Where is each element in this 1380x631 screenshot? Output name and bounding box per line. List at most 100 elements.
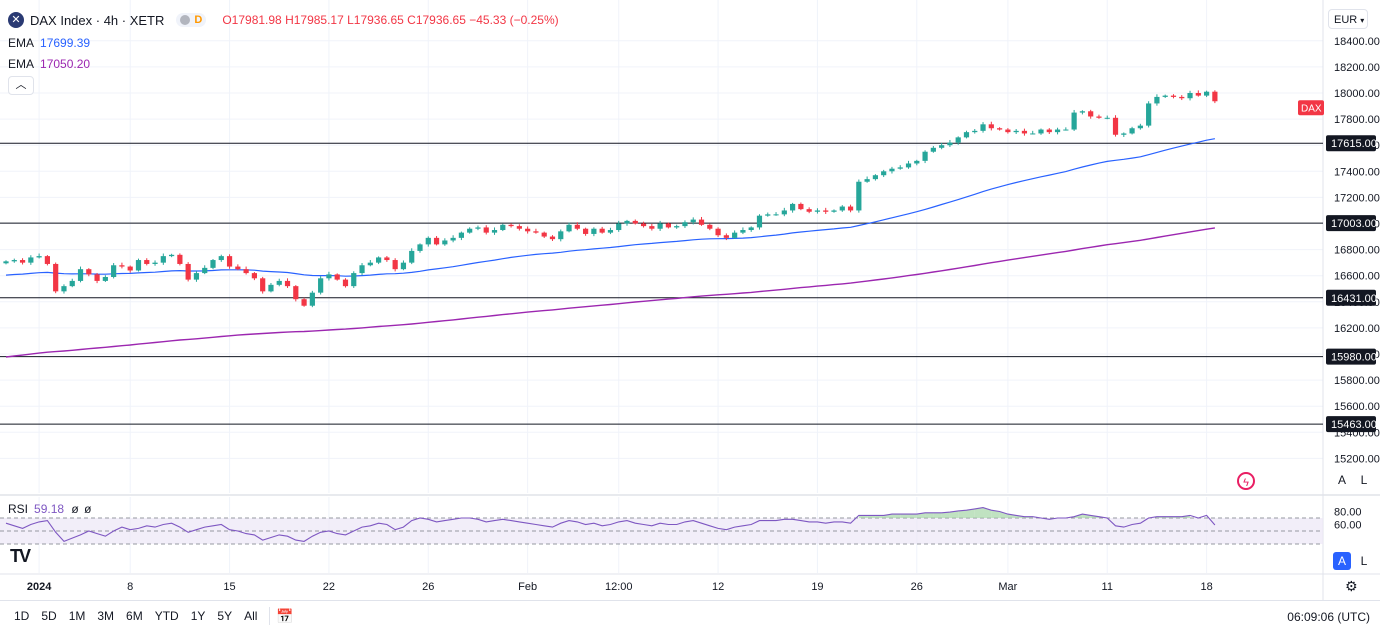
candle-body — [392, 260, 398, 270]
candles[interactable] — [3, 90, 1218, 308]
calendar-goto-icon[interactable]: 📅 — [276, 607, 294, 624]
candle-body — [988, 124, 994, 129]
price-chart[interactable]: 15200.0015400.0015600.0015800.0016000.00… — [0, 0, 1380, 600]
candle — [384, 255, 390, 262]
candle-body — [607, 230, 614, 233]
candle — [748, 226, 754, 232]
candle-body — [591, 228, 597, 234]
candle — [790, 202, 796, 213]
candle — [583, 227, 589, 236]
candle-body — [1054, 129, 1061, 133]
level-tag-label: 15463.00 — [1331, 419, 1377, 431]
level-tag-label: 16431.00 — [1331, 293, 1377, 305]
rsi-overbought-fill — [949, 510, 959, 518]
currency-select[interactable]: EUR ▾ — [1328, 9, 1368, 29]
range-1d[interactable]: 1D — [14, 609, 30, 623]
price-axis[interactable]: 15200.0015400.0015600.0015800.0016000.00… — [1298, 36, 1380, 532]
symbol-title[interactable]: DAX Index · 4h · XETR — [30, 12, 165, 28]
range-ytd[interactable]: YTD — [154, 609, 179, 623]
candle-body — [922, 151, 928, 161]
level-tag-label: 17003.00 — [1331, 218, 1377, 230]
flash-alert-icon[interactable]: ϟ — [1237, 472, 1255, 490]
candle — [1170, 94, 1177, 99]
range-1m[interactable]: 1M — [68, 609, 86, 623]
candle — [781, 207, 787, 217]
candle-body — [1170, 95, 1177, 97]
chevron-up-icon[interactable]: ︿ — [8, 76, 34, 95]
time-axis[interactable]: 2024 8 15 22 26 Feb 12:00 12 19 26 Mar 11 18 — [27, 581, 1213, 593]
candle — [1079, 110, 1085, 115]
candle-body — [417, 244, 423, 251]
range-5y[interactable]: 5Y — [217, 609, 233, 623]
candle — [1195, 90, 1201, 97]
range-5d[interactable]: 5D — [41, 609, 57, 623]
candle — [566, 222, 572, 233]
tradingview-logo[interactable]: TV — [10, 546, 31, 566]
ema-slow-legend[interactable]: EMA 17050.20 — [8, 57, 90, 71]
candle-body — [442, 240, 448, 245]
auto-scale-button[interactable]: A — [1337, 473, 1346, 487]
time-tick-label: 2024 — [27, 581, 52, 593]
candle — [508, 223, 514, 228]
range-6m[interactable]: 6M — [126, 609, 143, 623]
ema-fast-legend[interactable]: EMA 17699.39 — [8, 36, 90, 50]
candle — [433, 236, 440, 246]
log-scale-button[interactable]: L — [1360, 473, 1368, 487]
grid — [0, 0, 1380, 600]
candle-body — [1088, 111, 1094, 117]
range-1y[interactable]: 1Y — [190, 609, 206, 623]
candle-body — [1104, 117, 1110, 119]
x-logo-icon[interactable]: ✕ — [8, 12, 24, 28]
candle-body — [433, 237, 440, 245]
candle — [135, 258, 142, 272]
candle-body — [690, 219, 696, 223]
candle — [467, 227, 473, 234]
candle — [640, 221, 647, 228]
candle-body — [185, 263, 191, 280]
candle-body — [980, 124, 986, 131]
candle — [806, 207, 812, 214]
gear-icon[interactable]: ⚙ — [1345, 578, 1358, 594]
candle — [243, 266, 249, 275]
candle — [28, 255, 34, 265]
candle-body — [839, 206, 845, 211]
candle-body — [1212, 91, 1218, 102]
range-3m[interactable]: 3M — [97, 609, 115, 623]
rsi-line — [5, 507, 1216, 543]
candle — [301, 297, 307, 307]
horizontal-levels[interactable] — [0, 142, 1323, 425]
rsi-band-area — [0, 517, 1323, 545]
range-all[interactable]: All — [244, 609, 258, 623]
candle-body — [897, 167, 903, 169]
candle — [922, 150, 928, 164]
market-status-pill[interactable]: D — [176, 13, 207, 27]
time-tick-label: 12:00 — [605, 581, 633, 593]
candle-body — [1146, 103, 1152, 126]
candle-body — [1030, 133, 1036, 135]
utc-clock[interactable]: 06:09:06 (UTC) — [1287, 610, 1370, 624]
candle — [707, 223, 713, 231]
candle — [889, 166, 895, 174]
candle — [169, 253, 175, 258]
currency-label: EUR — [1334, 14, 1358, 26]
candle-body — [1112, 117, 1119, 135]
candle-body — [533, 231, 539, 233]
candle — [864, 176, 870, 183]
rsi-log-scale-button[interactable]: L — [1360, 554, 1368, 568]
candle-body — [947, 142, 953, 146]
time-tick-label: 26 — [422, 581, 434, 593]
candle — [533, 228, 539, 234]
time-tick-label: Feb — [518, 581, 537, 593]
candle — [226, 254, 233, 269]
candle — [740, 227, 746, 235]
candle — [77, 266, 84, 283]
candle — [458, 231, 464, 241]
candle — [94, 272, 100, 284]
time-tick-label: 18 — [1200, 581, 1212, 593]
candle — [558, 229, 564, 242]
candle — [1063, 127, 1069, 131]
rsi-auto-scale-button[interactable]: A — [1333, 552, 1351, 570]
rsi-legend[interactable]: RSI 59.18 ø ø — [8, 502, 91, 516]
candle-body — [1162, 95, 1168, 97]
candle — [831, 209, 837, 213]
